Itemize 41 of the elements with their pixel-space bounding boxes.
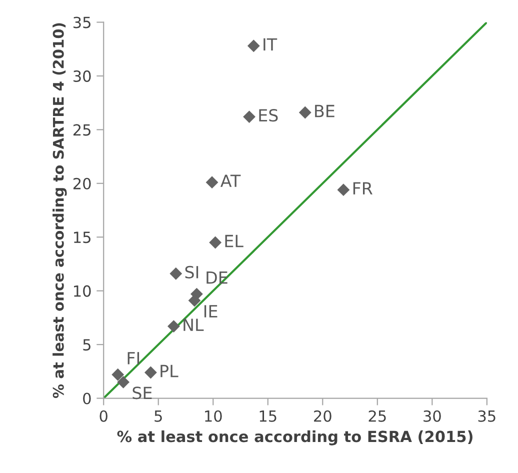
y-tick-label: 35: [74, 16, 90, 28]
point: [298, 106, 312, 119]
annotation: FR: [353, 182, 372, 194]
point: [167, 320, 180, 332]
point: [112, 368, 124, 381]
annotation: IE: [204, 305, 218, 318]
annotation: BE: [315, 104, 334, 118]
annotation: SI: [185, 266, 198, 278]
point: [247, 40, 260, 52]
point: [170, 267, 182, 280]
point: [117, 376, 130, 388]
y-tick-label: 20: [73, 178, 91, 190]
point: [243, 110, 256, 123]
y-tick-label: 30: [74, 70, 91, 82]
annotation: FI: [128, 352, 140, 364]
x-tick-label: 0: [100, 410, 108, 422]
annotation: ES: [259, 109, 278, 122]
x-tick-label: 10: [205, 410, 222, 422]
y-tick-label: 5: [83, 339, 90, 351]
x-axis-title: % at least once according to ESRA (2015): [117, 430, 472, 446]
x-tick-label: 30: [424, 410, 441, 422]
x-tick-label: 15: [260, 410, 276, 422]
x-tick-label: 35: [478, 410, 496, 422]
x-tick-label: 25: [368, 410, 386, 422]
point: [144, 366, 157, 379]
y-axis-title: % at least once according to SARTRE 4 (2010): [52, 23, 67, 398]
annotation: SE: [132, 386, 152, 400]
y-tick-label: 10: [74, 285, 91, 297]
y-tick-label: 0: [83, 392, 91, 404]
x-tick-label: 5: [154, 410, 162, 422]
x-tick-label: 20: [314, 410, 332, 422]
y-tick-label: 15: [74, 232, 90, 244]
annotation: AT: [220, 174, 241, 187]
annotation: NL: [184, 318, 204, 331]
y-tick-label: 25: [73, 124, 90, 136]
annotation: PL: [160, 364, 178, 378]
annotation: EL: [225, 234, 244, 248]
point: [209, 236, 222, 249]
annotation: IT: [264, 38, 278, 50]
point: [337, 184, 350, 196]
point: [206, 176, 218, 189]
